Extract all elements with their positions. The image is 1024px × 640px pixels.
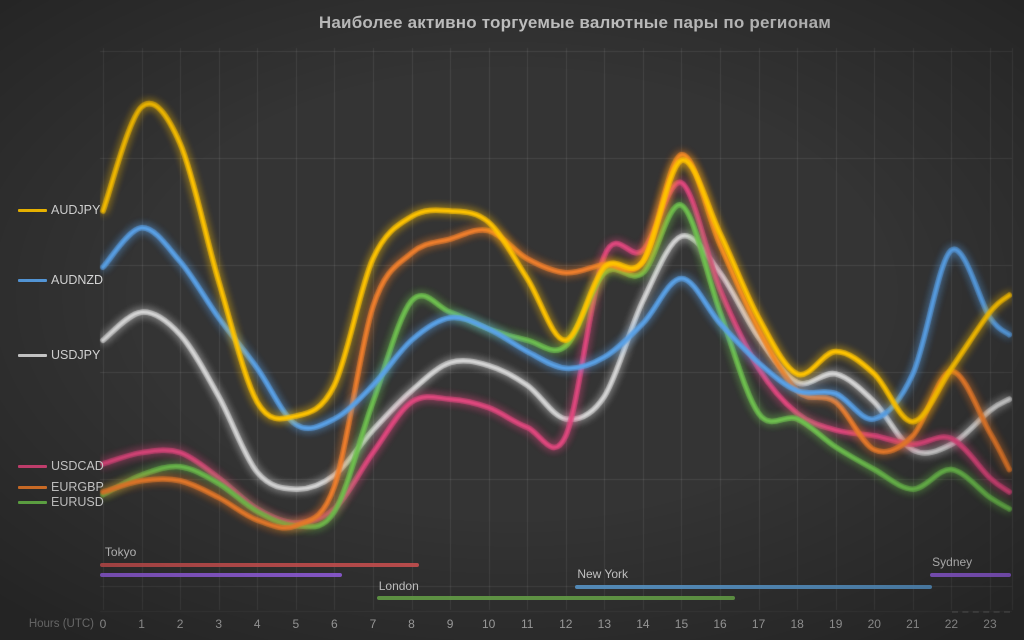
session-label-sydney: Sydney [932, 555, 973, 569]
legend-item-eurgbp: EURGBP [18, 480, 104, 494]
legend-line-swatch [18, 500, 47, 504]
legend-item-usdcad: USDCAD [18, 459, 104, 473]
legend-line-swatch [18, 353, 47, 357]
x-tick-11: 11 [520, 617, 534, 631]
x-tick-19: 19 [829, 617, 843, 631]
x-tick-1: 1 [138, 617, 145, 631]
legend-label: USDCAD [51, 459, 104, 473]
x-tick-20: 20 [867, 617, 881, 631]
x-tick-8: 8 [408, 617, 415, 631]
session-bar-london [376, 596, 736, 600]
x-tick-7: 7 [369, 617, 377, 631]
legend-label: AUDNZD [51, 273, 104, 287]
legend-label: EURGBP [51, 480, 104, 494]
x-tick-5: 5 [292, 617, 300, 631]
session-bar-new-york [575, 585, 933, 589]
x-tick-16: 16 [713, 617, 727, 631]
chart-title: Наиболее активно торгуемые валютные пары… [318, 13, 832, 32]
x-tick-9: 9 [446, 617, 454, 631]
x-tick-6: 6 [331, 617, 338, 631]
legend-item-eurusd: EURUSD [18, 495, 104, 509]
legend-line-swatch [18, 208, 47, 212]
session-bar-sydney [930, 573, 1012, 577]
x-tick-0: 0 [99, 617, 107, 631]
session-label-tokyo: Tokyo [104, 545, 137, 559]
legend-label: EURUSD [51, 495, 104, 509]
x-tick-12: 12 [559, 617, 573, 631]
x-tick-13: 13 [597, 617, 612, 631]
watermark [952, 611, 1010, 613]
legend-item-usdjpy: USDJPY [18, 348, 100, 362]
x-tick-4: 4 [253, 617, 261, 631]
x-tick-14: 14 [636, 617, 650, 631]
session-label-new-york: New York [577, 567, 629, 581]
x-tick-22: 22 [944, 617, 959, 631]
legend-label: USDJPY [51, 348, 101, 362]
x-tick-2: 2 [176, 617, 184, 631]
x-tick-17: 17 [751, 617, 766, 631]
x-axis-title: Hours (UTC) [28, 618, 94, 630]
legend-line-swatch [18, 464, 47, 468]
legend-line-swatch [18, 278, 47, 282]
x-tick-23: 23 [983, 617, 997, 631]
session-label-london: London [378, 579, 419, 593]
x-tick-15: 15 [674, 617, 689, 631]
session-bar-tokyo [99, 563, 420, 567]
legend-item-audjpy: AUDJPY [18, 203, 100, 217]
x-tick-18: 18 [790, 617, 804, 631]
legend-line-swatch [18, 485, 47, 489]
x-tick-10: 10 [481, 617, 496, 631]
x-tick-3: 3 [215, 617, 223, 631]
session-bar-sydney [99, 573, 343, 577]
legend-label: AUDJPY [51, 203, 101, 217]
legend-item-audnzd: AUDNZD [18, 273, 103, 287]
x-tick-21: 21 [906, 617, 920, 631]
